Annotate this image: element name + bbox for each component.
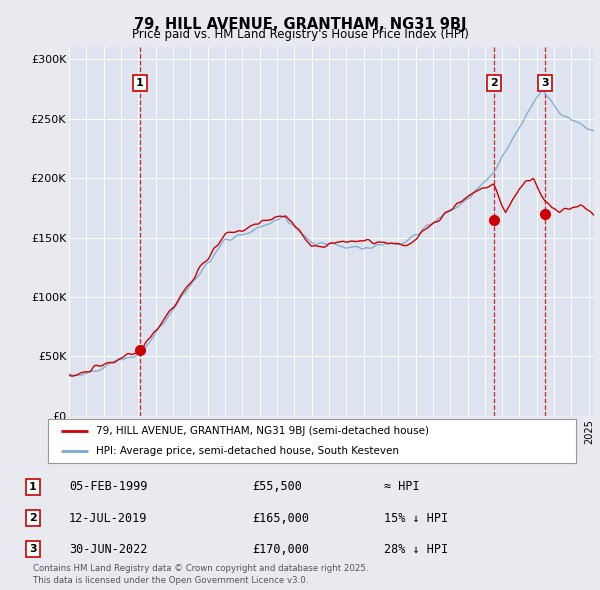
- Text: 3: 3: [29, 545, 37, 554]
- Text: 28% ↓ HPI: 28% ↓ HPI: [384, 543, 448, 556]
- Text: 1: 1: [29, 482, 37, 491]
- Text: ≈ HPI: ≈ HPI: [384, 480, 419, 493]
- Text: 79, HILL AVENUE, GRANTHAM, NG31 9BJ (semi-detached house): 79, HILL AVENUE, GRANTHAM, NG31 9BJ (sem…: [95, 426, 428, 436]
- Text: 79, HILL AVENUE, GRANTHAM, NG31 9BJ: 79, HILL AVENUE, GRANTHAM, NG31 9BJ: [134, 17, 466, 31]
- Text: 2: 2: [490, 78, 498, 88]
- Text: Contains HM Land Registry data © Crown copyright and database right 2025.
This d: Contains HM Land Registry data © Crown c…: [33, 565, 368, 585]
- Text: 3: 3: [541, 78, 549, 88]
- Text: £170,000: £170,000: [252, 543, 309, 556]
- Text: Price paid vs. HM Land Registry's House Price Index (HPI): Price paid vs. HM Land Registry's House …: [131, 28, 469, 41]
- Text: 05-FEB-1999: 05-FEB-1999: [69, 480, 148, 493]
- Text: 12-JUL-2019: 12-JUL-2019: [69, 512, 148, 525]
- Text: £55,500: £55,500: [252, 480, 302, 493]
- Text: £165,000: £165,000: [252, 512, 309, 525]
- Text: 30-JUN-2022: 30-JUN-2022: [69, 543, 148, 556]
- Text: HPI: Average price, semi-detached house, South Kesteven: HPI: Average price, semi-detached house,…: [95, 446, 398, 456]
- Text: 1: 1: [136, 78, 144, 88]
- Text: 15% ↓ HPI: 15% ↓ HPI: [384, 512, 448, 525]
- Text: 2: 2: [29, 513, 37, 523]
